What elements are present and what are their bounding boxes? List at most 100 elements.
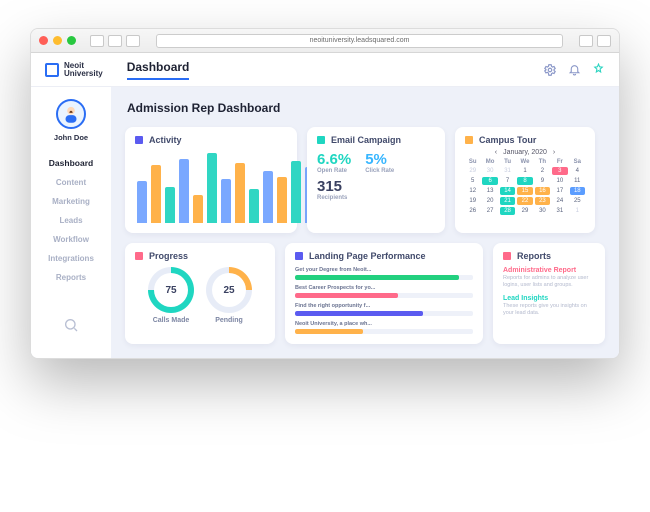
landing-row: Find the right opportunity f... [295, 303, 473, 316]
minimize-window-button[interactable] [53, 36, 62, 45]
calendar-day[interactable]: 4 [570, 167, 585, 175]
main-content: Admission Rep Dashboard Activity [111, 87, 619, 358]
help-icon[interactable] [591, 63, 605, 77]
calendar-dow: Fr [552, 159, 567, 165]
calendar-day[interactable]: 1 [517, 167, 532, 175]
calendar-day[interactable]: 23 [535, 197, 550, 205]
activity-bar [193, 195, 203, 223]
activity-bar [179, 159, 189, 223]
activity-bar [221, 179, 231, 223]
bell-icon[interactable] [567, 63, 581, 77]
maximize-window-button[interactable] [67, 36, 76, 45]
calendar-grid: SuMoTuWeThFrSa29303112345678910111213141… [465, 159, 585, 215]
calendar-day[interactable]: 5 [465, 177, 480, 185]
activity-bar [263, 171, 273, 223]
close-window-button[interactable] [39, 36, 48, 45]
calendar-prev-icon[interactable]: ‹ [495, 149, 497, 156]
calendar-day[interactable]: 1 [570, 207, 585, 215]
click-rate-value: 5% [365, 151, 394, 168]
open-rate-value: 6.6% [317, 151, 351, 168]
progress-marker-icon [135, 252, 143, 260]
progress-donut-label: Calls Made [153, 317, 190, 324]
calendar-day[interactable]: 2 [535, 167, 550, 175]
calendar-day[interactable]: 20 [482, 197, 497, 205]
sidebar: John Doe DashboardContentMarketingLeadsW… [31, 87, 111, 358]
calendar-day[interactable]: 9 [535, 177, 550, 185]
calendar-day[interactable]: 8 [517, 177, 532, 185]
browser-url-bar[interactable]: neoituniversity.leadsquared.com [156, 34, 563, 48]
calendar-day[interactable]: 7 [500, 177, 515, 185]
app-topbar: Neoit University Dashboard [31, 53, 619, 87]
sidebar-item-reports[interactable]: Reports [56, 273, 86, 282]
browser-back-button[interactable] [90, 35, 104, 47]
calendar-day[interactable]: 18 [570, 187, 585, 195]
calendar-day[interactable]: 17 [552, 187, 567, 195]
browser-sidebar-button[interactable] [126, 35, 140, 47]
search-icon[interactable] [63, 317, 79, 348]
user-avatar[interactable] [56, 99, 86, 129]
settings-icon[interactable] [543, 63, 557, 77]
browser-share-button[interactable] [579, 35, 593, 47]
browser-window: neoituniversity.leadsquared.com Neoit Un… [30, 28, 620, 359]
calendar-dow: Mo [482, 159, 497, 165]
progress-donut-value: 25 [212, 273, 246, 307]
calendar-day[interactable]: 22 [517, 197, 532, 205]
landing-row-bar [295, 329, 363, 334]
calendar-day[interactable]: 26 [465, 207, 480, 215]
browser-forward-button[interactable] [108, 35, 122, 47]
calendar-day[interactable]: 19 [465, 197, 480, 205]
landing-row-label: Neoit University, a place wh... [295, 321, 473, 327]
calendar-marker-icon [465, 136, 473, 144]
calendar-day[interactable]: 24 [552, 197, 567, 205]
calendar-next-icon[interactable]: › [553, 149, 555, 156]
brand-name: Neoit University [64, 62, 103, 78]
landing-title: Landing Page Performance [309, 251, 426, 261]
report-item[interactable]: Administrative ReportReports for admins … [503, 267, 595, 289]
calendar-day[interactable]: 3 [552, 167, 567, 175]
app-root: Neoit University Dashboard [31, 53, 619, 358]
browser-url-text: neoituniversity.leadsquared.com [310, 37, 410, 44]
window-controls [39, 36, 76, 45]
sidebar-item-integrations[interactable]: Integrations [48, 254, 94, 263]
sidebar-item-content[interactable]: Content [56, 178, 86, 187]
calendar-day[interactable]: 15 [517, 187, 532, 195]
calendar-day[interactable]: 12 [465, 187, 480, 195]
calendar-day[interactable]: 16 [535, 187, 550, 195]
report-item-desc: These reports give you insights on your … [503, 303, 595, 317]
calendar-day[interactable]: 14 [500, 187, 515, 195]
calendar-day[interactable]: 29 [517, 207, 532, 215]
progress-donut: 75 [148, 267, 194, 313]
calendar-day[interactable]: 27 [482, 207, 497, 215]
sidebar-item-workflow[interactable]: Workflow [53, 235, 89, 244]
calendar-day[interactable]: 21 [500, 197, 515, 205]
sidebar-item-leads[interactable]: Leads [59, 216, 82, 225]
sidebar-item-dashboard[interactable]: Dashboard [49, 158, 93, 168]
calendar-day[interactable]: 25 [570, 197, 585, 205]
calendar-day[interactable]: 11 [570, 177, 585, 185]
calendar-day[interactable]: 28 [500, 207, 515, 215]
calendar-month-label: January, 2020 [503, 149, 547, 156]
email-campaign-card: Email Campaign 6.6% Open Rate 5% Click R… [307, 127, 445, 233]
recipients-value: 315 [317, 178, 435, 195]
report-item[interactable]: Lead InsightsThese reports give you insi… [503, 295, 595, 317]
reports-card: Reports Administrative ReportReports for… [493, 243, 605, 344]
calendar-day[interactable]: 29 [465, 167, 480, 175]
activity-bar [291, 161, 301, 223]
landing-row-label: Best Career Prospects for yo... [295, 285, 473, 291]
calendar-day[interactable]: 6 [482, 177, 497, 185]
calendar-day[interactable]: 31 [500, 167, 515, 175]
browser-tabs-button[interactable] [597, 35, 611, 47]
sidebar-item-marketing[interactable]: Marketing [52, 197, 90, 206]
reports-title: Reports [517, 251, 551, 261]
calendar-day[interactable]: 10 [552, 177, 567, 185]
calendar-day[interactable]: 30 [482, 167, 497, 175]
progress-donut-label: Pending [215, 317, 243, 324]
calendar-day[interactable]: 31 [552, 207, 567, 215]
brand-logo[interactable]: Neoit University [45, 62, 103, 78]
calendar-day[interactable]: 30 [535, 207, 550, 215]
landing-row: Neoit University, a place wh... [295, 321, 473, 334]
progress-card: Progress 75Calls Made25Pending [125, 243, 275, 344]
calendar-day[interactable]: 13 [482, 187, 497, 195]
calendar-dow: Sa [570, 159, 585, 165]
calendar-dow: We [517, 159, 532, 165]
